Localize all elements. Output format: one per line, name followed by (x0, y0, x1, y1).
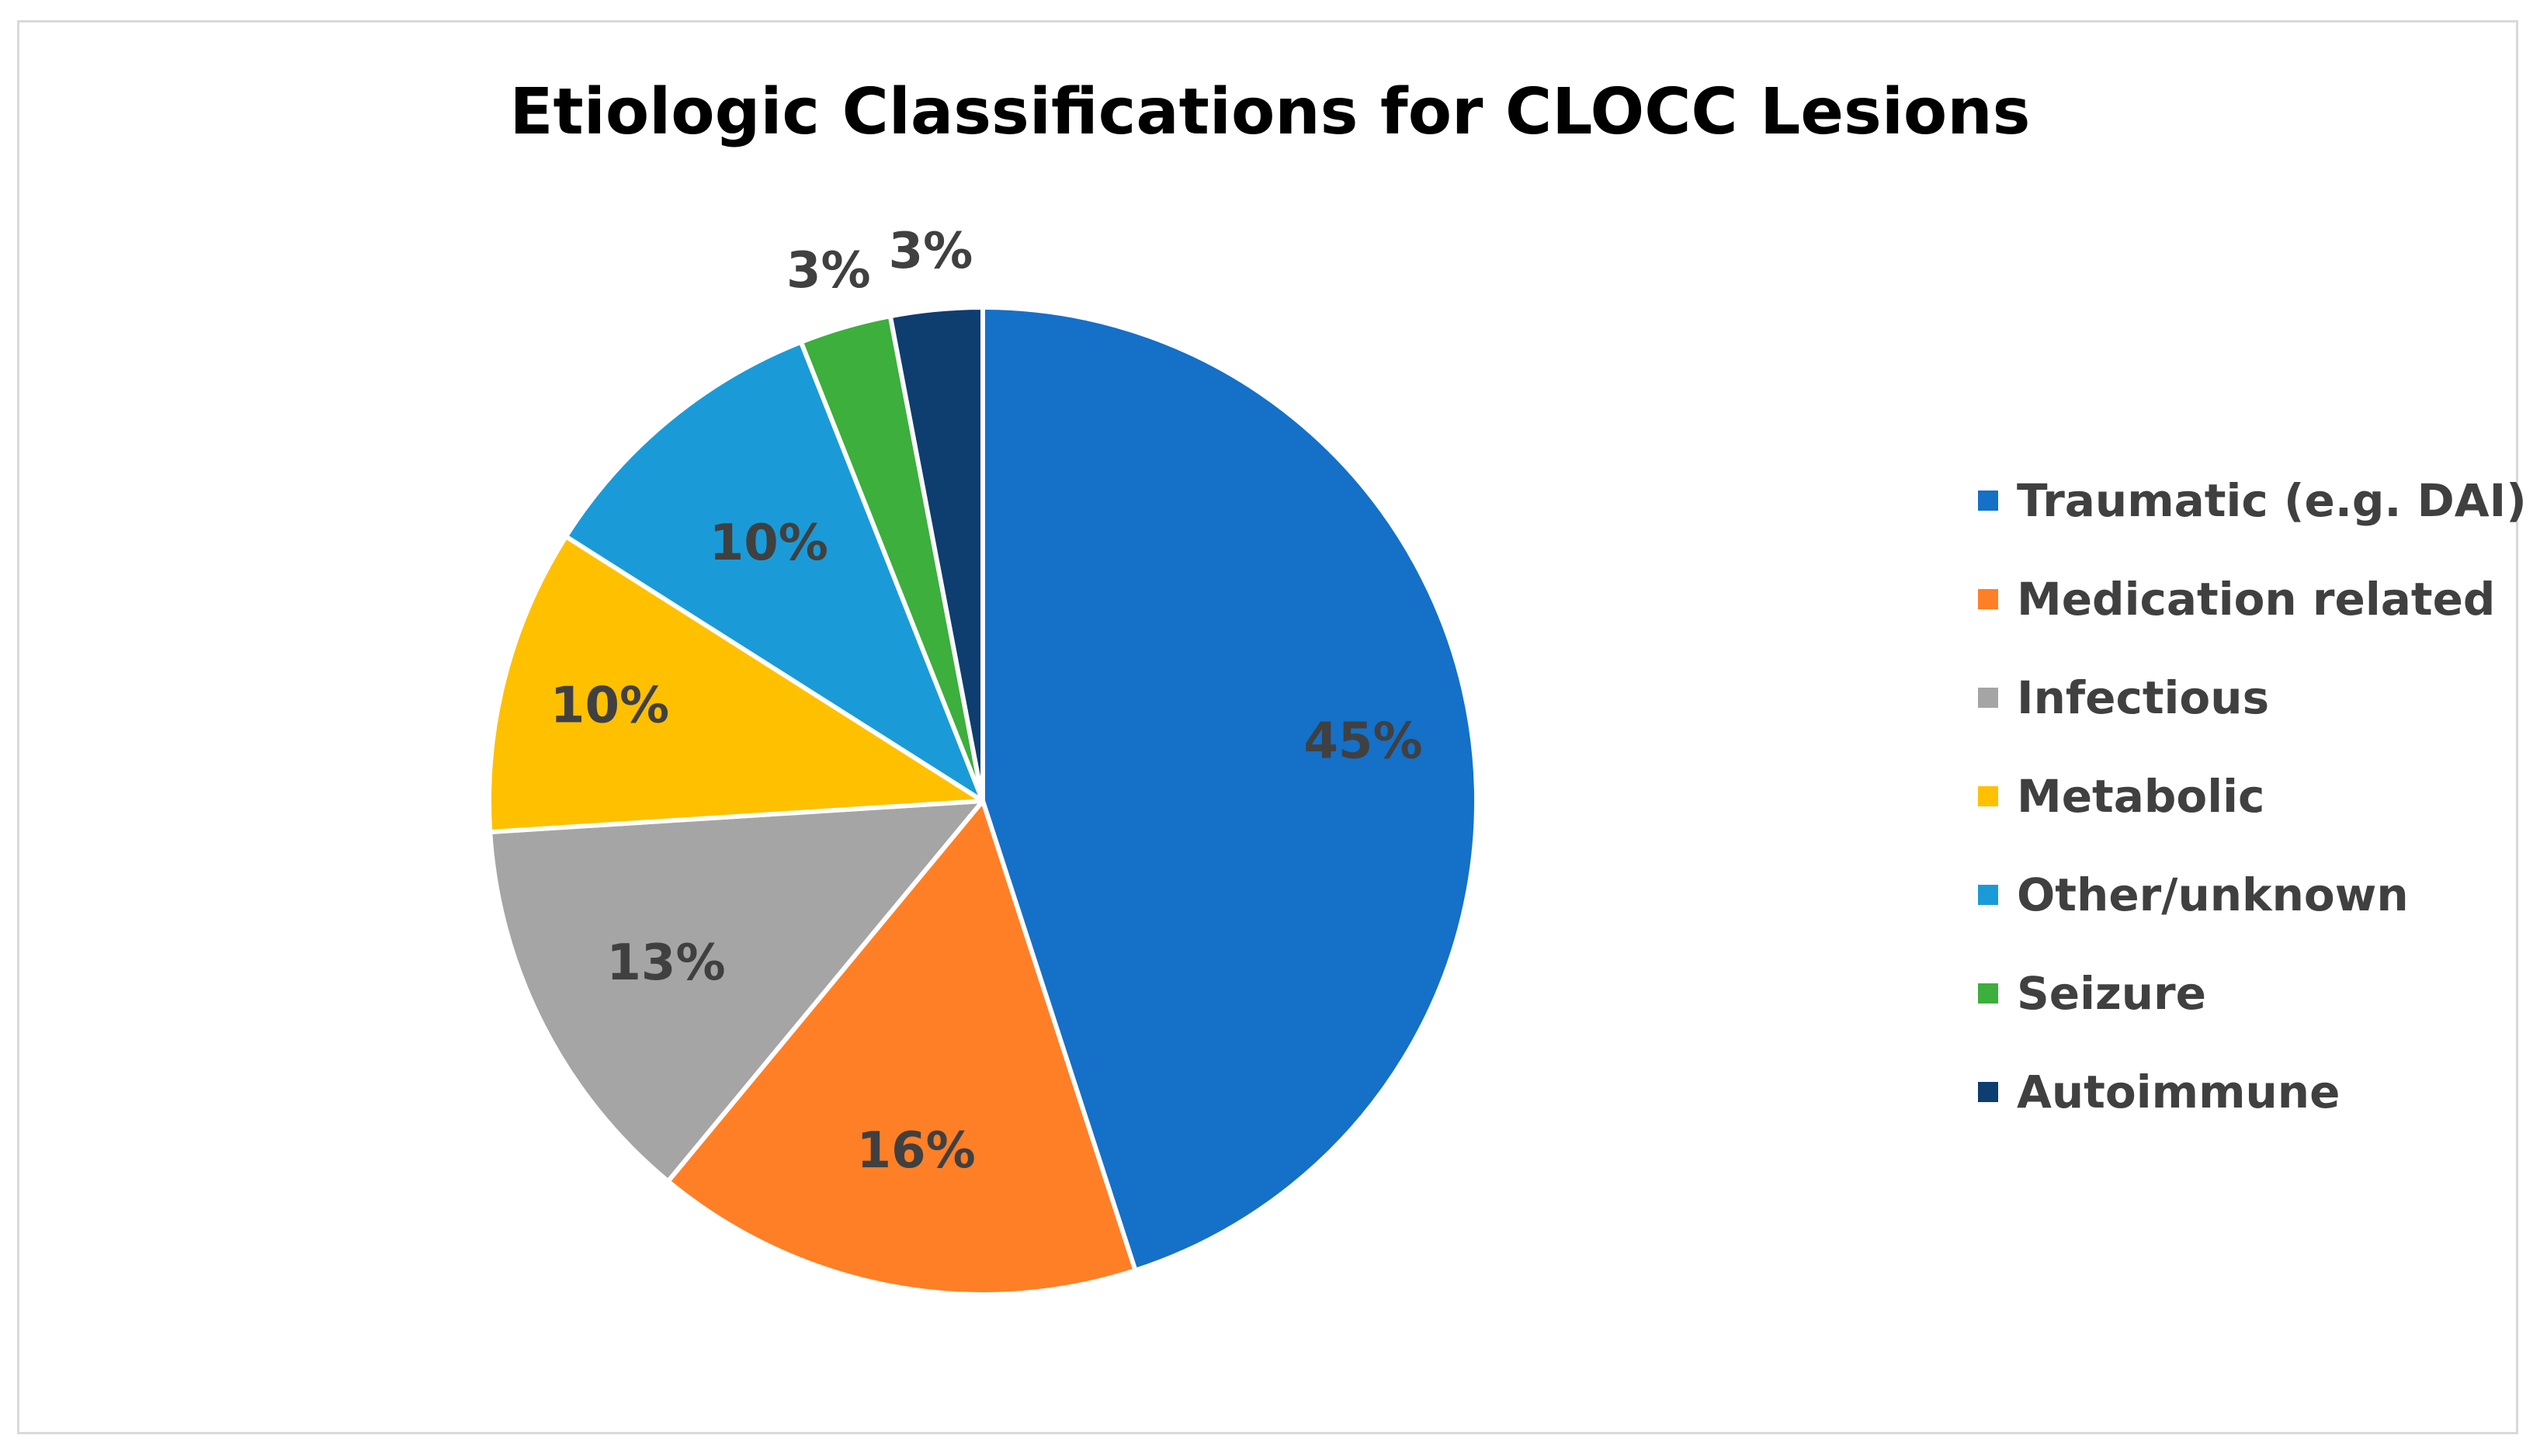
legend-item-metabolic: Metabolic (1978, 770, 2264, 823)
data-label-autoimmune: 3% (889, 223, 973, 280)
legend-swatch-seizure (1978, 983, 1998, 1004)
legend-swatch-traumatic-e-g-dai (1978, 491, 1998, 511)
legend-label-seizure: Seizure (2017, 967, 2206, 1020)
legend-swatch-medication-related (1978, 589, 1998, 609)
legend-swatch-other-unknown (1978, 885, 1998, 905)
legend-label-autoimmune: Autoimmune (2017, 1066, 2340, 1118)
data-label-medication-related: 16% (857, 1122, 976, 1180)
pie-data-labels: 45% 16% 13% 10% 10% 3% 3% (550, 223, 1423, 1180)
legend-swatch-metabolic (1978, 786, 1998, 806)
legend-item-autoimmune: Autoimmune (1978, 1066, 2340, 1118)
pie-slice-metabolic (487, 534, 985, 834)
data-label-seizure: 3% (786, 242, 871, 300)
legend-item-seizure: Seizure (1978, 967, 2206, 1020)
pie-slices (487, 305, 1479, 1297)
legend-item-infectious: Infectious (1978, 671, 2269, 724)
data-label-traumatic-e-g-dai: 45% (1303, 712, 1422, 770)
chart-title: Etiologic Classifications for CLOCC Lesi… (510, 75, 2031, 149)
legend-label-infectious: Infectious (2017, 671, 2269, 724)
pie-slice-traumatic-e-g-dai (980, 305, 1479, 1273)
legend-item-traumatic-e-g-dai: Traumatic (e.g. DAI) (1978, 474, 2527, 527)
legend-item-medication-related: Medication related (1978, 573, 2495, 626)
pie-slice-infectious (488, 799, 985, 1184)
legend-label-other-unknown: Other/unknown (2017, 868, 2409, 921)
legend-label-metabolic: Metabolic (2017, 770, 2264, 823)
legend: Traumatic (e.g. DAI) Medication related In… (1978, 474, 2527, 1118)
pie-slice-medication-related (665, 799, 1138, 1297)
legend-item-other-unknown: Other/unknown (1978, 868, 2409, 921)
data-label-metabolic: 10% (550, 678, 669, 735)
legend-swatch-autoimmune (1978, 1082, 1998, 1102)
pie-slice-other-unknown (564, 339, 985, 803)
legend-label-traumatic-e-g-dai: Traumatic (e.g. DAI) (2017, 474, 2527, 527)
legend-swatch-infectious (1978, 688, 1998, 708)
data-label-infectious: 13% (606, 934, 725, 992)
data-label-other-unknown: 10% (710, 515, 828, 572)
pie-slice-autoimmune (887, 305, 985, 803)
legend-label-medication-related: Medication related (2017, 573, 2495, 626)
